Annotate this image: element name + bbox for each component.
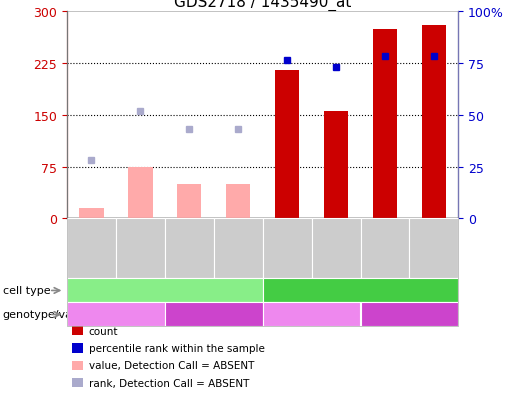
Text: percentile rank within the sample: percentile rank within the sample bbox=[89, 343, 265, 353]
Bar bbox=[324, 112, 348, 219]
Bar bbox=[79, 209, 104, 219]
Text: GSM169463: GSM169463 bbox=[375, 221, 385, 284]
Bar bbox=[214, 219, 263, 279]
Bar bbox=[116, 219, 165, 279]
Text: GSM169456: GSM169456 bbox=[130, 221, 140, 284]
Bar bbox=[263, 303, 360, 327]
Bar bbox=[165, 303, 263, 327]
Text: hematopoietic stem cell: hematopoietic stem cell bbox=[289, 284, 432, 297]
Bar bbox=[275, 71, 299, 219]
Text: Zfx null: Zfx null bbox=[192, 308, 236, 321]
Bar bbox=[360, 303, 458, 327]
Bar bbox=[67, 219, 116, 279]
Text: GSM169464: GSM169464 bbox=[424, 221, 434, 284]
Bar bbox=[360, 219, 409, 279]
Text: GSM169455: GSM169455 bbox=[81, 221, 92, 284]
Bar bbox=[312, 219, 360, 279]
Text: count: count bbox=[89, 326, 118, 336]
Text: rank, Detection Call = ABSENT: rank, Detection Call = ABSENT bbox=[89, 378, 249, 388]
Bar bbox=[72, 361, 83, 370]
Bar bbox=[67, 12, 458, 327]
Text: GSM169459: GSM169459 bbox=[179, 221, 189, 284]
Bar bbox=[165, 219, 214, 279]
Bar bbox=[67, 303, 165, 327]
Text: GSM169465: GSM169465 bbox=[277, 221, 287, 284]
Bar bbox=[72, 326, 83, 335]
Text: genotype/variation: genotype/variation bbox=[3, 310, 109, 320]
Bar bbox=[409, 219, 458, 279]
Text: embryonic stem cell: embryonic stem cell bbox=[105, 284, 225, 297]
Text: GSM169466: GSM169466 bbox=[326, 221, 336, 284]
Bar bbox=[72, 344, 83, 353]
Text: Zfx null: Zfx null bbox=[387, 308, 432, 321]
Text: control: control bbox=[291, 308, 332, 321]
Text: value, Detection Call = ABSENT: value, Detection Call = ABSENT bbox=[89, 361, 254, 370]
Bar bbox=[263, 279, 458, 303]
Bar bbox=[177, 185, 201, 219]
Bar bbox=[422, 26, 446, 219]
Text: GSM169460: GSM169460 bbox=[228, 221, 238, 284]
Text: cell type: cell type bbox=[3, 286, 50, 296]
Bar bbox=[72, 378, 83, 387]
Title: GDS2718 / 1435490_at: GDS2718 / 1435490_at bbox=[174, 0, 351, 11]
Bar bbox=[263, 219, 312, 279]
Bar bbox=[373, 30, 397, 219]
Bar bbox=[226, 185, 250, 219]
Text: control: control bbox=[95, 308, 136, 321]
Bar bbox=[128, 167, 152, 219]
Bar bbox=[67, 279, 263, 303]
